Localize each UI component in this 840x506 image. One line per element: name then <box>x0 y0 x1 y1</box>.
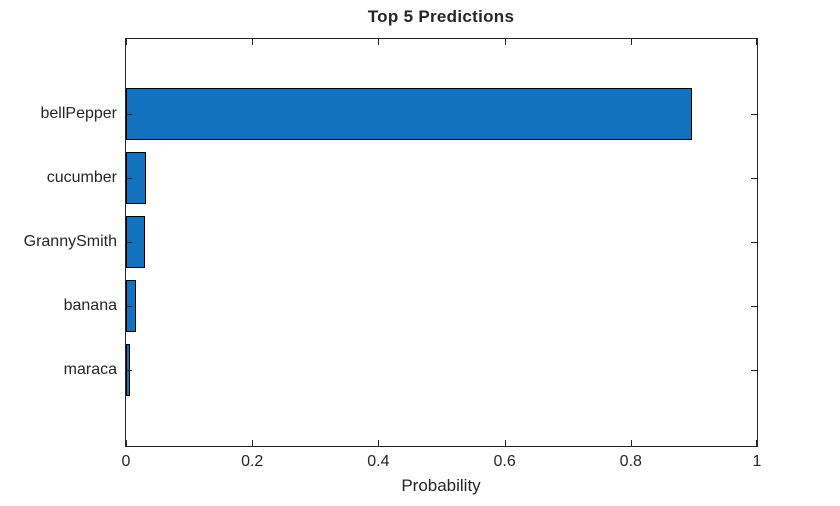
y-tick-mark <box>126 242 132 243</box>
y-axis-labels: bellPepper cucumber GrannySmith banana marac… <box>0 39 117 446</box>
y-tick-mark <box>751 242 757 243</box>
y-tick-mark <box>751 114 757 115</box>
x-tick-label: 0.6 <box>493 453 516 470</box>
y-tick-label: banana <box>63 297 117 314</box>
y-tick-mark <box>751 306 757 307</box>
x-tick-mark <box>126 440 127 446</box>
x-axis-tick-labels: 0 0.2 0.4 0.6 0.8 1 <box>122 452 762 472</box>
x-tick-label: 0.4 <box>367 453 390 470</box>
x-tick-mark <box>630 39 632 45</box>
x-tick-mark <box>126 39 127 45</box>
y-tick-label: cucumber <box>46 169 117 186</box>
x-tick-mark <box>756 39 757 45</box>
x-tick-mark <box>252 440 254 446</box>
y-tick-mark <box>751 370 757 371</box>
x-tick-mark <box>378 440 380 446</box>
x-tick-label: 0.8 <box>619 453 642 470</box>
x-tick-mark <box>504 440 506 446</box>
y-tick-mark <box>126 178 132 179</box>
bar-bellPepper <box>126 88 692 140</box>
y-tick-label: GrannySmith <box>23 233 117 250</box>
x-tick-mark <box>630 440 632 446</box>
chart-title: Top 5 Predictions <box>367 7 515 26</box>
x-tick-mark <box>756 440 757 446</box>
y-tick-mark <box>751 178 757 179</box>
y-tick-label: maraca <box>63 361 117 378</box>
y-tick-mark <box>126 370 132 371</box>
y-tick-label: bellPepper <box>40 105 118 122</box>
x-tick-mark <box>504 39 506 45</box>
x-tick-mark <box>378 39 380 45</box>
y-tick-mark <box>126 114 132 115</box>
x-axis-label: Probability <box>401 476 481 495</box>
y-tick-mark <box>126 306 132 307</box>
plot-area <box>125 38 758 447</box>
x-tick-label: 1 <box>752 453 762 470</box>
x-tick-label: 0 <box>121 453 131 470</box>
x-tick-mark <box>252 39 254 45</box>
x-tick-label: 0.2 <box>241 453 264 470</box>
